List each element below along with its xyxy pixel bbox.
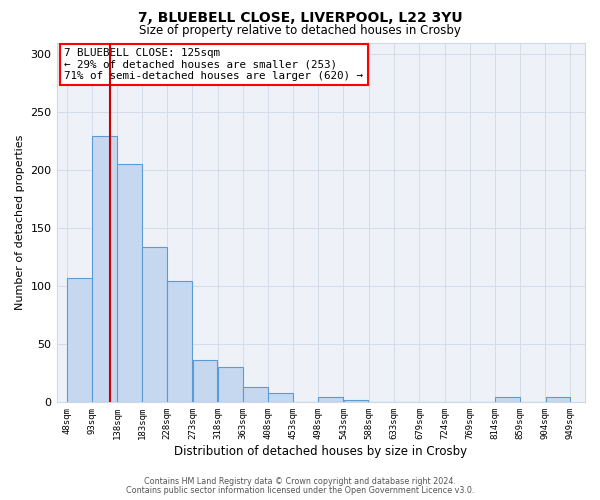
Text: Contains public sector information licensed under the Open Government Licence v3: Contains public sector information licen… <box>126 486 474 495</box>
Bar <box>268 392 293 402</box>
Bar <box>218 367 242 402</box>
Text: Size of property relative to detached houses in Crosby: Size of property relative to detached ho… <box>139 24 461 37</box>
Bar <box>319 397 343 402</box>
Y-axis label: Number of detached properties: Number of detached properties <box>15 134 25 310</box>
Bar <box>193 360 217 402</box>
Text: 7 BLUEBELL CLOSE: 125sqm
← 29% of detached houses are smaller (253)
71% of semi-: 7 BLUEBELL CLOSE: 125sqm ← 29% of detach… <box>64 48 364 81</box>
Bar <box>495 397 520 402</box>
Bar <box>142 246 167 402</box>
Bar <box>167 282 192 402</box>
Bar <box>67 278 92 402</box>
Text: 7, BLUEBELL CLOSE, LIVERPOOL, L22 3YU: 7, BLUEBELL CLOSE, LIVERPOOL, L22 3YU <box>137 11 463 25</box>
Bar <box>92 136 117 402</box>
Bar <box>117 164 142 402</box>
Text: Contains HM Land Registry data © Crown copyright and database right 2024.: Contains HM Land Registry data © Crown c… <box>144 477 456 486</box>
Bar <box>243 387 268 402</box>
X-axis label: Distribution of detached houses by size in Crosby: Distribution of detached houses by size … <box>174 444 467 458</box>
Bar <box>344 400 368 402</box>
Bar <box>545 397 570 402</box>
